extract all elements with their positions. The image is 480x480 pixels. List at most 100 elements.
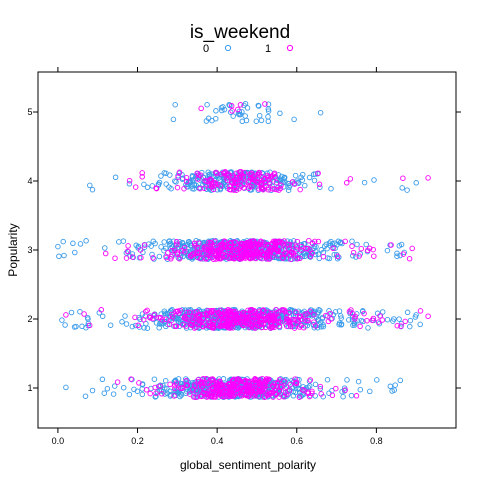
data-point-s0-y3 (102, 245, 108, 251)
data-point-s1-y4 (230, 172, 237, 179)
data-point-s0-y2 (99, 313, 106, 320)
data-point-s0-y3 (177, 254, 184, 261)
data-point-s0-y2 (330, 312, 337, 318)
data-point-s1-y3 (287, 252, 293, 258)
data-point-s0-y4 (250, 183, 257, 190)
data-point-s1-y1 (262, 394, 268, 400)
data-point-s1-y1 (266, 376, 272, 382)
data-point-s1-y3 (174, 250, 180, 256)
data-point-s0-y3 (353, 254, 359, 260)
data-point-s1-y2 (174, 308, 181, 315)
data-point-s0-y1 (139, 391, 146, 398)
data-point-s1-y4 (233, 187, 240, 193)
data-point-s1-y2 (223, 311, 229, 317)
data-point-s0-y2 (162, 310, 168, 316)
data-point-s1-y2 (190, 315, 196, 321)
data-point-s1-y1 (190, 387, 196, 393)
data-point-s1-y2 (203, 310, 210, 317)
data-point-s0-y1 (126, 391, 133, 398)
data-point-s0-y2 (122, 313, 128, 319)
data-point-s1-y4 (256, 172, 262, 178)
data-point-s1-y2 (275, 309, 282, 315)
data-point-s0-y1 (151, 376, 158, 382)
data-point-s1-y2 (268, 321, 275, 327)
data-point-s0-y1 (172, 377, 179, 384)
data-point-s1-y1 (183, 378, 189, 384)
data-point-s0-y1 (183, 386, 190, 392)
data-point-s1-y4 (139, 170, 145, 176)
data-point-s1-y2 (219, 323, 226, 329)
data-point-s0-y2 (136, 314, 142, 321)
data-point-s1-y4 (267, 174, 274, 180)
data-point-s1-y3 (191, 240, 198, 247)
data-point-s0-y4 (214, 187, 221, 193)
axes: 0.0 0.2 0.4 0.6 0.8 1 2 3 4 5 (27, 67, 461, 446)
data-point-s0-y2 (404, 309, 411, 316)
data-point-s1-y3 (315, 238, 322, 245)
data-point-s0-y2 (132, 322, 139, 329)
data-point-s0-y2 (390, 318, 396, 324)
data-point-s1-y3 (307, 253, 314, 259)
data-point-s0-y5 (256, 103, 262, 109)
data-point-s0-y5 (230, 113, 236, 119)
x-tick-label: 0.2 (131, 436, 144, 446)
data-point-s1-y1 (198, 393, 205, 400)
data-point-s1-y4 (258, 185, 265, 192)
data-point-s0-y2 (156, 325, 162, 331)
data-point-s1-y1 (191, 382, 198, 388)
data-point-s0-y1 (89, 387, 96, 394)
data-point-s0-y3 (354, 241, 360, 248)
data-point-s0-y5 (170, 116, 177, 123)
data-point-s1-y4 (153, 185, 160, 192)
data-point-s1-y2 (286, 319, 292, 326)
data-point-s0-y2 (360, 318, 366, 325)
data-point-s1-y5 (229, 108, 235, 114)
data-point-s1-y3 (294, 256, 300, 262)
data-point-s1-y3 (406, 255, 413, 262)
data-point-s1-y3 (280, 254, 286, 261)
data-point-s0-y1 (187, 386, 193, 392)
data-point-s1-y3 (214, 254, 221, 260)
data-point-s1-y3 (238, 250, 244, 257)
data-point-s0-y4 (187, 178, 193, 185)
data-point-s1-y3 (258, 249, 265, 255)
data-point-s0-y4 (223, 183, 230, 189)
data-point-s0-y2 (79, 323, 85, 330)
data-point-s1-y4 (246, 178, 252, 184)
x-tick-label: 0.0 (52, 436, 65, 446)
data-point-s0-y1 (82, 393, 89, 399)
data-point-s0-y1 (397, 377, 404, 384)
data-point-s1-y3 (214, 247, 220, 253)
data-point-s1-y2 (196, 321, 202, 328)
data-point-s1-y2 (144, 307, 150, 314)
data-point-s1-y2 (311, 311, 317, 318)
data-point-s0-y3 (163, 245, 169, 252)
data-point-s1-y3 (297, 255, 303, 262)
data-point-s1-y2 (143, 308, 149, 315)
data-point-s1-y2 (246, 324, 253, 331)
data-point-s0-y4 (404, 187, 410, 193)
data-point-s1-y3 (388, 242, 394, 248)
data-point-s1-y1 (259, 387, 265, 394)
data-point-s1-y3 (208, 249, 214, 255)
data-point-s1-y3 (124, 248, 131, 255)
data-point-s1-y3 (176, 256, 183, 262)
data-point-s1-y3 (234, 250, 241, 256)
data-point-s1-y1 (207, 383, 213, 389)
data-point-s1-y1 (281, 393, 287, 400)
data-point-s1-y2 (245, 307, 251, 314)
data-point-s1-y2 (327, 310, 333, 317)
data-point-s1-y4 (252, 177, 258, 184)
data-point-s0-y1 (324, 376, 331, 383)
data-point-s1-y3 (201, 244, 208, 250)
data-point-s0-y4 (295, 180, 302, 186)
data-point-s1-y4 (228, 179, 235, 185)
data-point-s1-y2 (304, 317, 311, 324)
data-point-s0-y5 (204, 101, 210, 108)
data-point-s1-y2 (86, 322, 93, 329)
data-point-s1-y1 (287, 381, 294, 388)
data-point-s0-y4 (112, 174, 119, 181)
legend-marker-0 (224, 44, 232, 52)
data-point-s0-y4 (298, 174, 304, 181)
data-point-s1-y3 (231, 256, 238, 262)
